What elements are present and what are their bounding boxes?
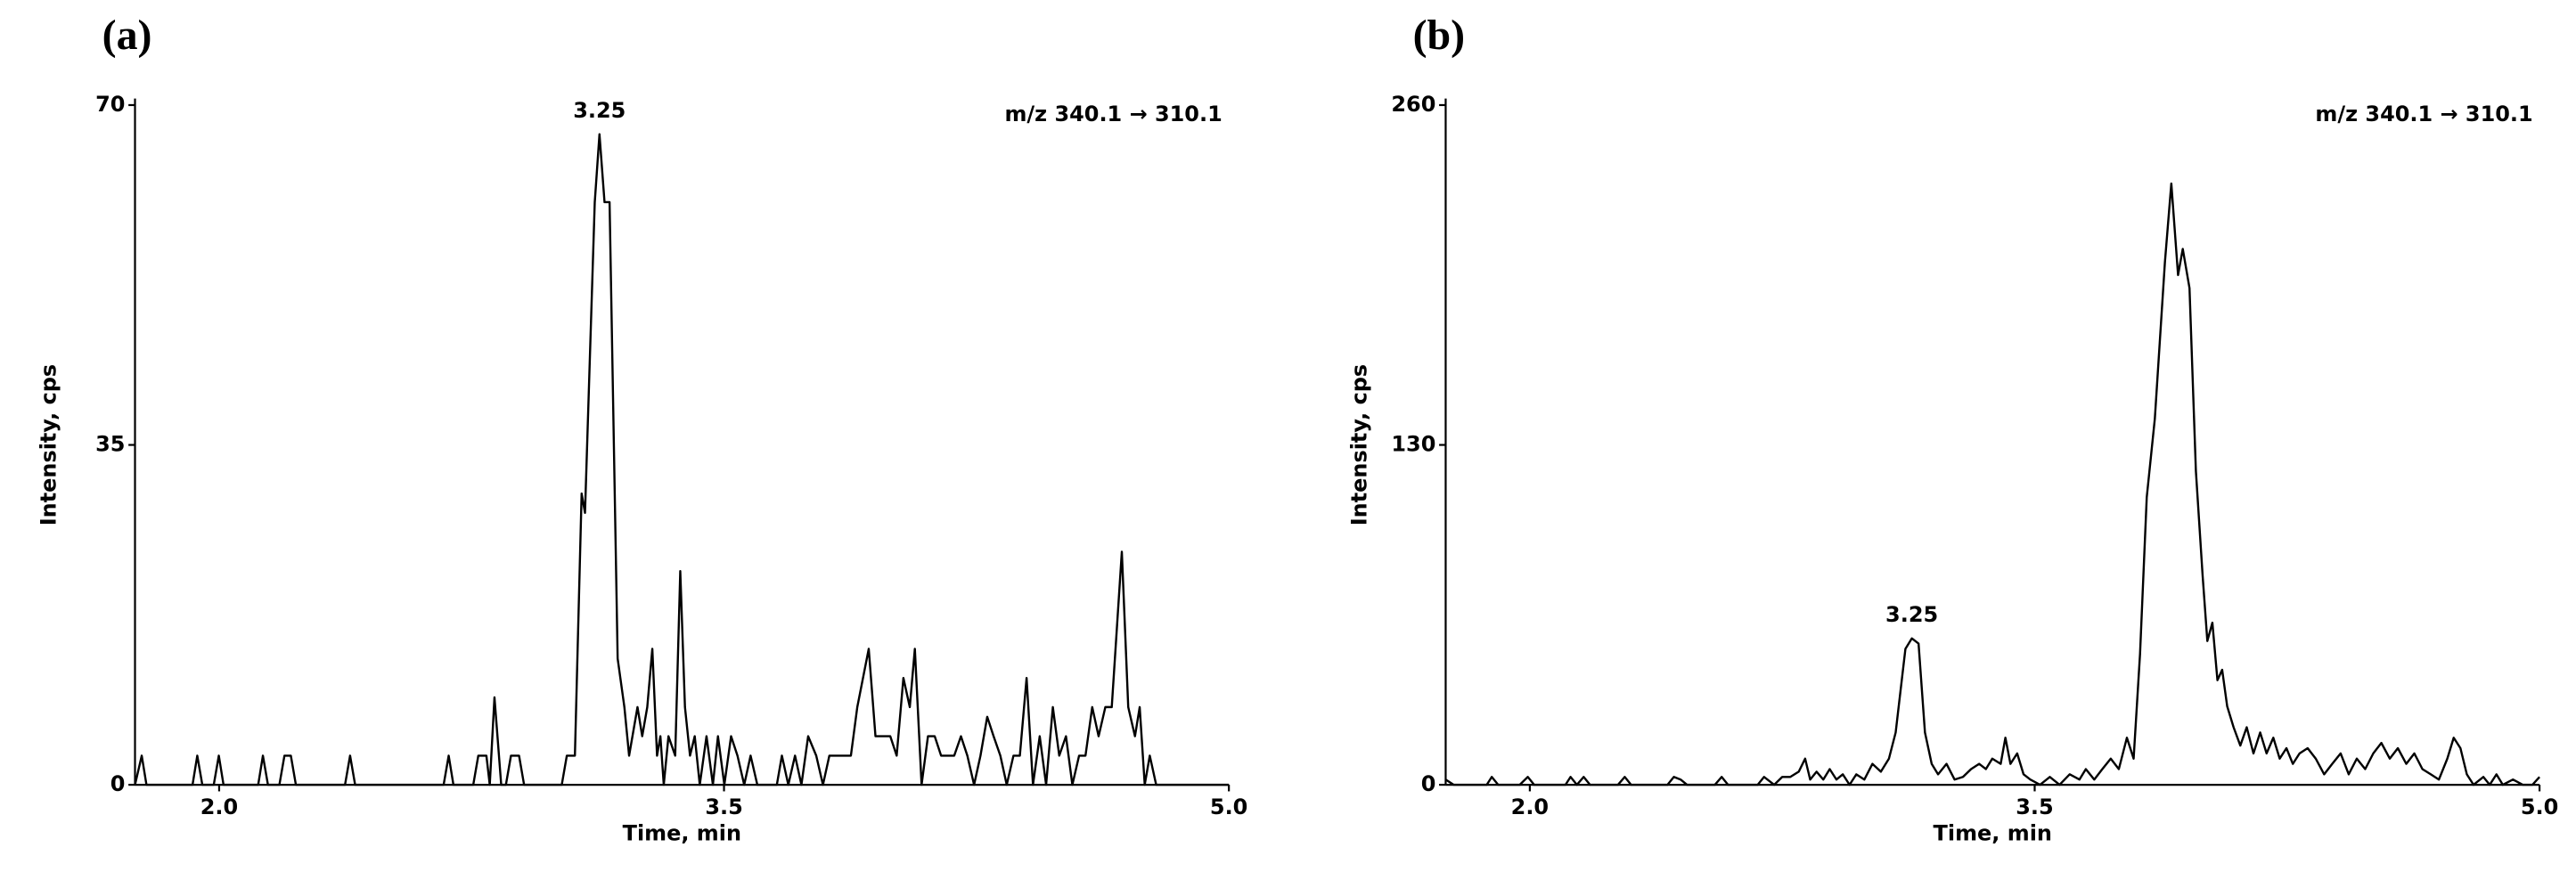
x-tick-label: 5.0 — [2521, 794, 2558, 819]
x-tick-label: 5.0 — [1210, 794, 1247, 819]
y-axis-label: Intensity, cps — [37, 364, 61, 526]
x-axis-label: Time, min — [623, 820, 741, 845]
y-tick-label: 70 — [95, 92, 125, 117]
x-tick-label: 2.0 — [200, 794, 238, 819]
peak-label: 3.25 — [1885, 602, 1938, 627]
peak-label: 3.25 — [573, 98, 626, 123]
panel-label: (b) — [1413, 12, 1466, 59]
y-tick-label: 130 — [1391, 432, 1435, 457]
annotation: m/z 340.1 → 310.1 — [2315, 102, 2532, 126]
panel-label: (a) — [102, 12, 152, 59]
chromatogram-line — [1444, 182, 2540, 786]
x-tick-label: 3.5 — [2016, 794, 2053, 819]
chromatogram-line — [134, 133, 1230, 786]
y-tick-label: 0 — [110, 771, 126, 796]
x-axis-label: Time, min — [1934, 820, 2052, 845]
y-tick-label: 260 — [1391, 92, 1435, 117]
y-tick-label: 35 — [95, 432, 125, 457]
y-tick-label: 0 — [1421, 771, 1436, 796]
x-tick-label: 2.0 — [1511, 794, 1549, 819]
annotation: m/z 340.1 → 310.1 — [1004, 102, 1222, 126]
x-tick-label: 3.5 — [705, 794, 742, 819]
y-axis-label: Intensity, cps — [1347, 364, 1372, 526]
